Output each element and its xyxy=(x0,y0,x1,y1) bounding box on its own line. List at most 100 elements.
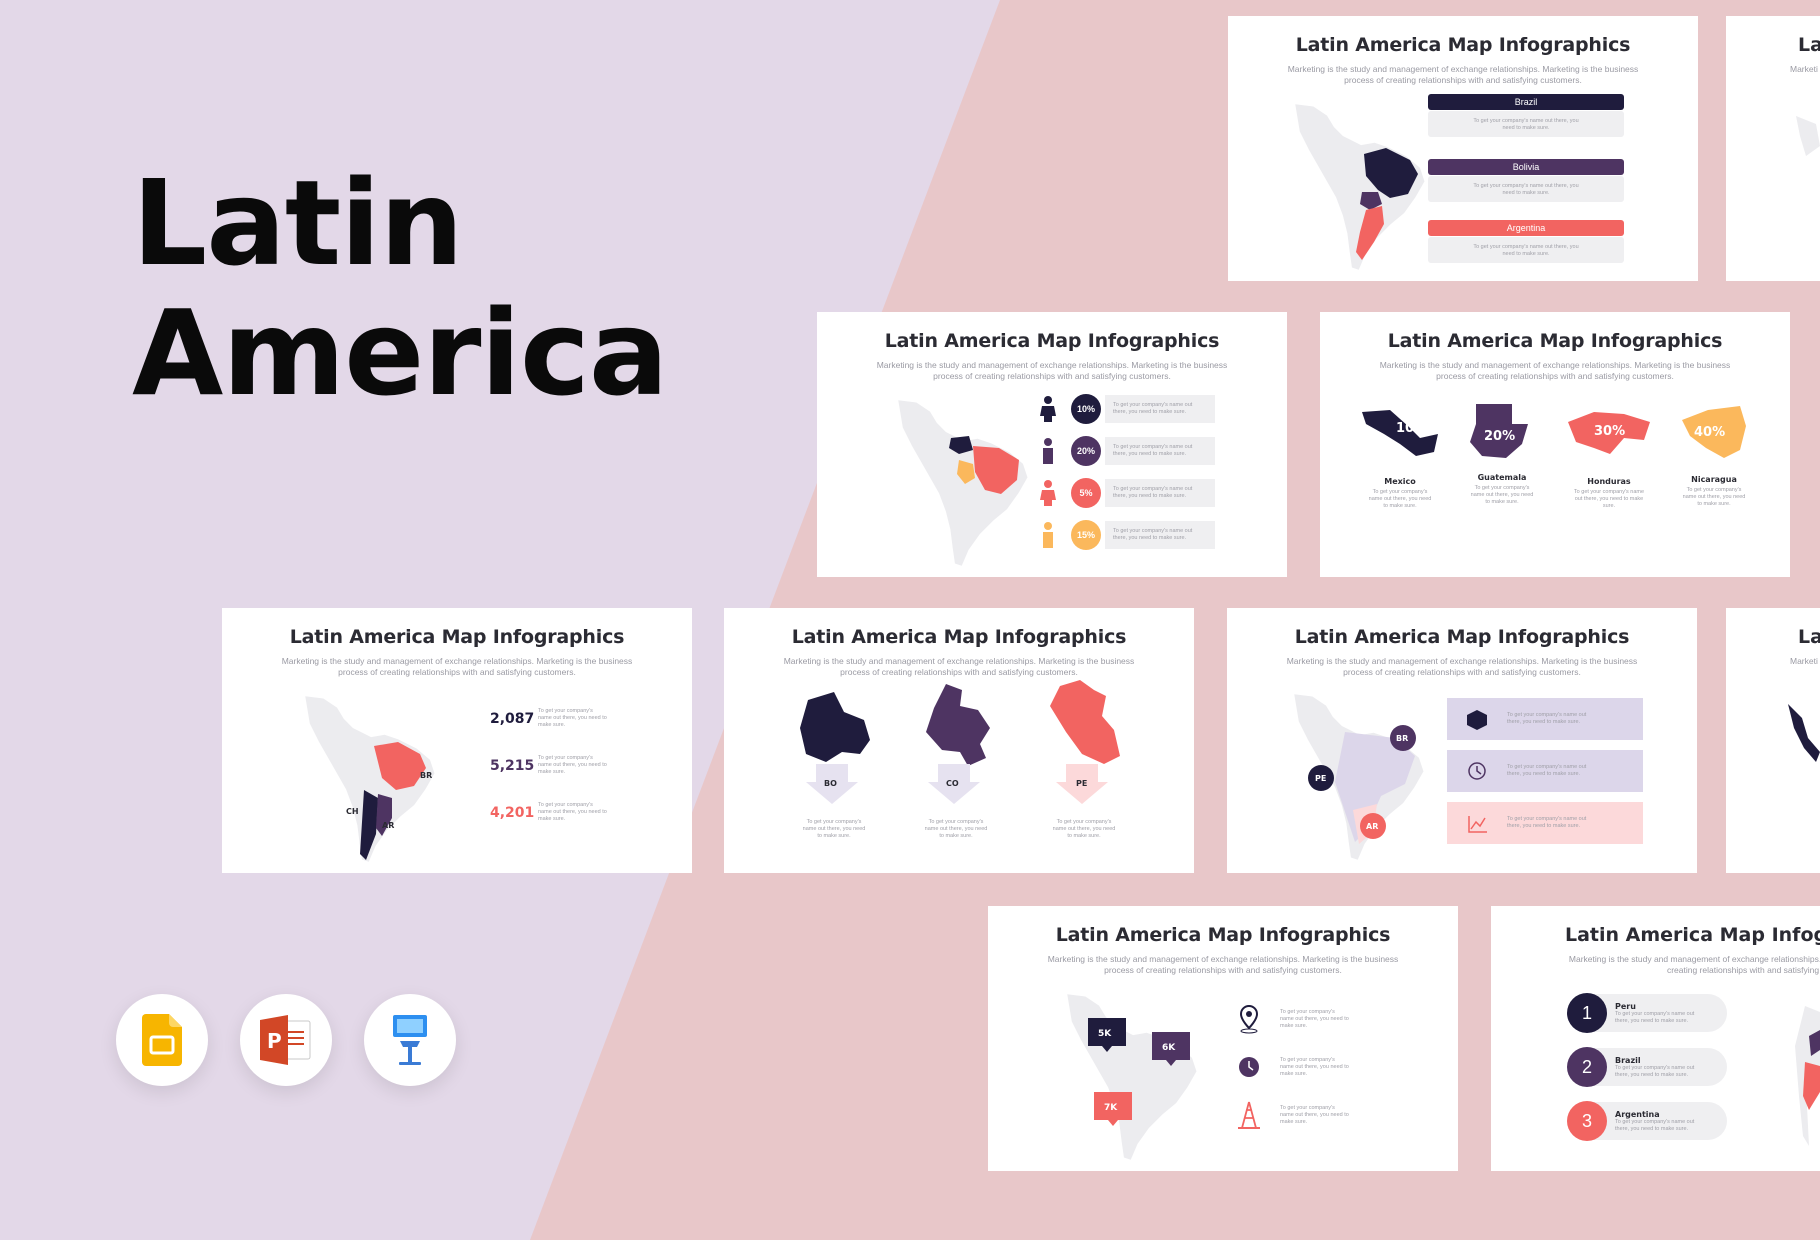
person-icon xyxy=(1043,522,1053,548)
text-block: To get your company's name out there, yo… xyxy=(1615,1064,1695,1078)
slide-subtitle: Marketing is the study and management of… xyxy=(1287,64,1639,85)
chart-icon xyxy=(1468,816,1487,833)
slide-2[interactable]: Latin America Map Infographics Marketing… xyxy=(817,312,1287,577)
slide-subtitle: Marketing is the study and management of… xyxy=(1379,360,1731,381)
map-peru: PE xyxy=(1050,680,1120,804)
google-slides-icon[interactable] xyxy=(116,994,208,1086)
country-name: Honduras xyxy=(1587,477,1631,486)
slide-title: Latin America Map Infographics xyxy=(1295,34,1631,56)
slide-subtitle: Marketing is the study and management of… xyxy=(1568,954,1820,975)
percent-badge: 20% xyxy=(1071,436,1101,466)
text-block: To get your company's name out there, yo… xyxy=(1507,816,1587,829)
slide-partial-top[interactable]: La Marketi xyxy=(1726,16,1820,281)
map: BR CH AR xyxy=(305,696,435,862)
country-name: Peru xyxy=(1615,1001,1636,1011)
powerpoint-icon[interactable]: P xyxy=(240,994,332,1086)
text-block: To get your company's name out there, yo… xyxy=(538,755,607,775)
slide-title: Latin America Map Infographics xyxy=(884,330,1220,352)
slide-title: Latin America Map Infographics xyxy=(1055,924,1391,946)
person-icon xyxy=(1040,480,1056,506)
slide-title: Latin America Map Infographics xyxy=(289,626,625,648)
country-name: Nicaragua xyxy=(1691,475,1737,484)
text-block: To get your company's name out there, yo… xyxy=(1615,1118,1695,1132)
partial-subtitle: Marketi xyxy=(1790,64,1818,74)
location-pin-icon xyxy=(1239,1004,1259,1034)
slide-subtitle: Marketing is the study and management of… xyxy=(876,360,1228,381)
partial-title: La xyxy=(1798,34,1820,56)
text-block: To get your company's name out there, yo… xyxy=(1105,521,1215,549)
oil-rig-icon xyxy=(1238,1101,1260,1129)
text-block: To get your company's name out there, yo… xyxy=(1105,437,1215,465)
text-block: To get your company's name out there, yo… xyxy=(1052,819,1116,839)
text-block: To get your company's name out there, yo… xyxy=(538,802,607,822)
text-block: To get your company's name out there, yo… xyxy=(1280,1056,1349,1077)
svg-text:AR: AR xyxy=(382,821,394,830)
text-block: To get your company's name out there, yo… xyxy=(1105,395,1215,423)
svg-text:30%: 30% xyxy=(1594,424,1625,439)
slide-title: Latin America Map Infographics xyxy=(1387,330,1723,352)
hero-title: Latin America xyxy=(132,154,669,422)
svg-text:10%: 10% xyxy=(1396,421,1427,436)
slide-1[interactable]: Latin America Map Infographics Marketing… xyxy=(1228,16,1698,281)
svg-text:PE: PE xyxy=(1076,779,1087,788)
slide-subtitle: Marketing is the study and management of… xyxy=(783,656,1135,677)
map-colombia: CO xyxy=(926,684,990,804)
label-argentina: Argentina xyxy=(1428,220,1624,236)
svg-text:5K: 5K xyxy=(1098,1029,1112,1039)
clock-icon xyxy=(1468,762,1486,780)
text-block: To get your company's name out there, yo… xyxy=(1507,712,1587,725)
svg-text:BO: BO xyxy=(824,779,837,788)
text-block: To get your company's name out there, yo… xyxy=(538,708,607,728)
map: 5K 6K 7K xyxy=(1067,994,1197,1160)
svg-text:CH: CH xyxy=(346,807,359,816)
text-block: To get your company's name out there, yo… xyxy=(1615,1010,1695,1024)
text-block: To get your company's name out there, yo… xyxy=(1105,479,1215,507)
partial-title: La xyxy=(1798,626,1820,648)
slide-5[interactable]: Latin America Map Infographics Marketing… xyxy=(724,608,1194,873)
text-block: To get your company's name out there, yo… xyxy=(1280,1104,1349,1125)
country-name: Brazil xyxy=(1615,1055,1641,1065)
text-block: To get your company's name out there, yo… xyxy=(1280,1008,1349,1029)
clock-icon xyxy=(1239,1057,1259,1077)
keynote-icon[interactable] xyxy=(364,994,456,1086)
map xyxy=(1295,104,1425,270)
slide-7[interactable]: Latin America Map Infographics Marketing… xyxy=(988,906,1458,1171)
app-icons: P xyxy=(116,994,456,1086)
map-mexico: 10% xyxy=(1362,410,1438,456)
slide-8[interactable]: Latin America Map Infographics Marketing… xyxy=(1491,906,1820,1171)
slide-subtitle: Marketing is the study and management of… xyxy=(281,656,633,677)
svg-text:CO: CO xyxy=(946,779,959,788)
map-bolivia: BO xyxy=(800,692,870,804)
stat-value: 2,087 xyxy=(490,710,535,727)
slide-title: Latin America Map Infographics xyxy=(1294,626,1630,648)
map: BR PE AR xyxy=(1294,694,1424,860)
slide-subtitle: Marketing is the study and management of… xyxy=(1286,656,1638,677)
slide-title: Latin America Map Infographics xyxy=(791,626,1127,648)
slide-6[interactable]: Latin America Map Infographics Marketing… xyxy=(1227,608,1697,873)
text-block: To get your company's name out there, yo… xyxy=(1682,487,1746,507)
stat-value: 5,215 xyxy=(490,757,535,774)
map-honduras: 30% xyxy=(1568,412,1650,454)
svg-text:6K: 6K xyxy=(1162,1043,1176,1053)
text-block: To get your company's name out there, yo… xyxy=(802,819,866,839)
map xyxy=(1795,1006,1820,1146)
slide-4[interactable]: Latin America Map Infographics Marketing… xyxy=(222,608,692,873)
number-badge: 2 xyxy=(1567,1047,1607,1087)
label-brazil: Brazil xyxy=(1428,94,1624,110)
text-block: To get your company's name out there, yo… xyxy=(924,819,988,839)
partial-subtitle: Marketi xyxy=(1790,656,1818,666)
svg-text:20%: 20% xyxy=(1484,429,1515,444)
slide-partial-row3[interactable]: La Marketi xyxy=(1726,608,1820,873)
number-badge: 3 xyxy=(1567,1101,1607,1141)
country-name: Guatemala xyxy=(1477,473,1527,482)
svg-text:PE: PE xyxy=(1315,774,1326,783)
person-icon xyxy=(1040,396,1056,422)
text-block: To get your company's name out there, yo… xyxy=(1428,237,1624,263)
text-block: To get your company's name out there, yo… xyxy=(1470,485,1534,505)
box-icon xyxy=(1467,710,1487,730)
slide-3[interactable]: Latin America Map Infographics Marketing… xyxy=(1320,312,1790,577)
text-block: To get your company's name out there, yo… xyxy=(1428,176,1624,202)
svg-text:BR: BR xyxy=(1396,734,1408,743)
map-guatemala: 20% xyxy=(1470,404,1528,458)
map xyxy=(898,400,1028,566)
